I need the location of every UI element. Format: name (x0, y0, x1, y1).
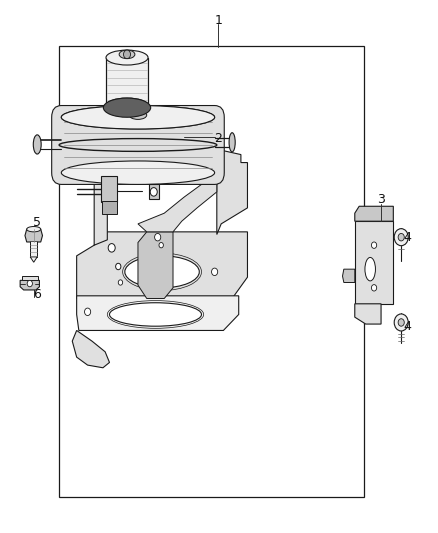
Polygon shape (355, 206, 393, 221)
Ellipse shape (119, 50, 135, 59)
Ellipse shape (106, 98, 148, 113)
Ellipse shape (229, 133, 235, 152)
Ellipse shape (103, 98, 151, 117)
Circle shape (155, 233, 161, 241)
Bar (102, 201, 117, 214)
Ellipse shape (27, 227, 41, 232)
Bar (59, 46, 364, 497)
Text: 1: 1 (214, 14, 222, 27)
Bar (101, 176, 117, 202)
Circle shape (159, 243, 163, 248)
Circle shape (398, 319, 404, 326)
FancyBboxPatch shape (52, 106, 224, 184)
Polygon shape (355, 304, 381, 324)
Ellipse shape (365, 257, 375, 281)
Circle shape (27, 280, 32, 287)
Polygon shape (77, 296, 239, 330)
Text: 2: 2 (214, 132, 222, 145)
Circle shape (212, 268, 218, 276)
Polygon shape (61, 117, 215, 173)
Circle shape (124, 50, 131, 59)
Circle shape (108, 244, 115, 252)
Circle shape (118, 280, 123, 285)
Polygon shape (94, 149, 107, 245)
Circle shape (116, 263, 121, 270)
Text: 5: 5 (33, 216, 41, 229)
Polygon shape (106, 58, 148, 106)
Bar (355, 221, 393, 304)
Polygon shape (25, 229, 42, 242)
Bar (149, 184, 159, 199)
Ellipse shape (61, 161, 215, 184)
Ellipse shape (125, 256, 199, 288)
Text: 6: 6 (33, 288, 41, 301)
Text: 4: 4 (403, 320, 411, 333)
Text: 4: 4 (403, 231, 411, 244)
Circle shape (394, 314, 408, 331)
Circle shape (85, 308, 91, 316)
Circle shape (371, 242, 377, 248)
Circle shape (371, 285, 377, 291)
Polygon shape (72, 330, 110, 368)
Ellipse shape (106, 50, 148, 65)
Ellipse shape (61, 106, 215, 129)
Bar (30, 241, 37, 257)
Circle shape (394, 229, 408, 246)
Polygon shape (217, 149, 247, 235)
Ellipse shape (33, 135, 41, 154)
Polygon shape (138, 181, 217, 232)
Polygon shape (30, 257, 37, 262)
Ellipse shape (110, 303, 201, 326)
Ellipse shape (61, 106, 215, 129)
Circle shape (150, 188, 157, 196)
Polygon shape (77, 232, 247, 298)
Circle shape (398, 233, 404, 241)
Polygon shape (20, 280, 39, 290)
Polygon shape (138, 232, 173, 298)
Polygon shape (343, 269, 355, 282)
Text: 3: 3 (377, 193, 385, 206)
Polygon shape (22, 276, 38, 280)
Ellipse shape (129, 111, 147, 119)
